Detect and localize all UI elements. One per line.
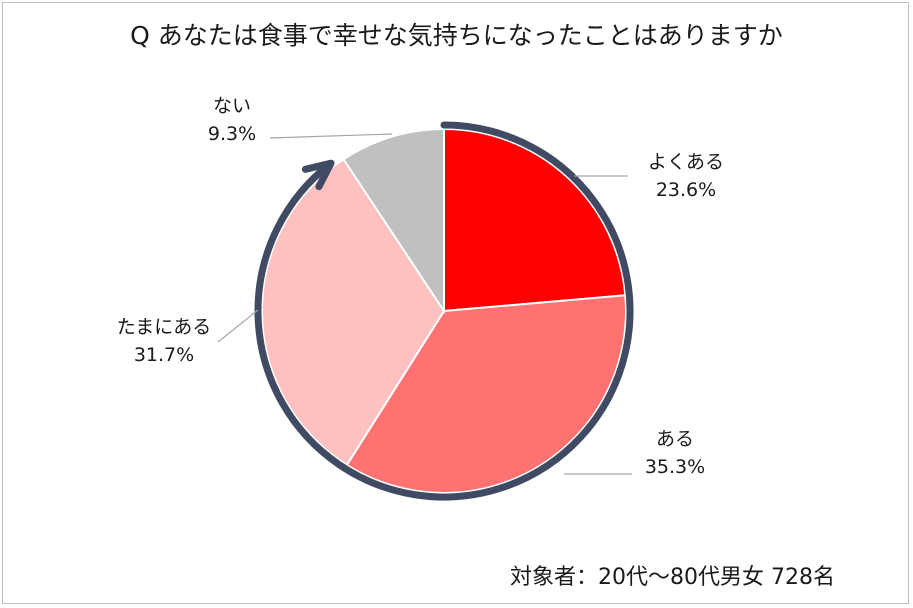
slice-labels: よくある 23.6% ある 35.3% たまにある 31.7% ない 9.3% <box>117 95 724 478</box>
slice-value-never: 9.3% <box>208 123 256 145</box>
sample-footnote: 対象者：20代～80代男女 728名 <box>510 565 835 590</box>
direction-arrow-arc <box>254 121 634 501</box>
slice-value-occasionally: 31.7% <box>134 344 194 366</box>
slice-value-sometimes: 35.3% <box>645 456 705 478</box>
slice-label-occasionally: たまにある <box>117 316 211 338</box>
leader-line-never <box>269 133 393 139</box>
slice-label-never: ない <box>213 95 251 117</box>
slice-label-often: よくある <box>648 151 724 173</box>
slice-label-sometimes: ある <box>656 428 694 450</box>
pie-slice-occasionally <box>261 157 446 467</box>
chart-title: Q あなたは食事で幸せな気持ちになったことはありますか <box>130 21 783 50</box>
pie-slice-sometimes <box>345 294 627 494</box>
pie-slice-never <box>342 127 445 315</box>
slice-value-often: 23.6% <box>656 179 716 201</box>
pie-slices <box>261 127 627 494</box>
direction-arrow <box>254 121 634 501</box>
leader-line-occasionally <box>217 309 259 343</box>
leader-lines <box>217 133 632 475</box>
direction-arrow-head <box>301 159 335 191</box>
pie-slice-often <box>443 127 627 313</box>
